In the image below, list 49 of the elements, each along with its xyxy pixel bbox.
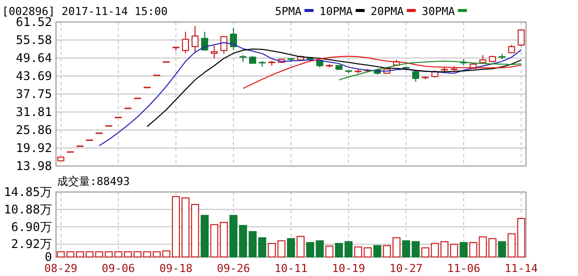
y-tick-label: 43.69 <box>16 69 52 84</box>
x-tick-label: 10-27 <box>390 262 423 275</box>
legend-label: 10PMA <box>320 5 353 18</box>
candlestick <box>201 31 208 52</box>
bar <box>200 214 209 258</box>
y-tick-label: 13.98 <box>16 159 52 173</box>
x-tick-label: 10-19 <box>332 262 366 275</box>
bar <box>498 241 506 258</box>
bar <box>373 245 382 258</box>
candlestick <box>192 26 199 54</box>
bar <box>325 246 334 258</box>
y-tick-label: 25.86 <box>16 123 52 138</box>
x-tick-label: 09-18 <box>159 262 192 275</box>
candlestick <box>182 31 189 54</box>
bar <box>296 236 305 258</box>
legend-label: 20PMA <box>370 5 404 18</box>
y-tick-label: 6.90万 <box>11 220 52 234</box>
x-tick-label: 08-29 <box>44 262 78 275</box>
x-tick-label: 11-06 <box>447 262 480 275</box>
candlestick <box>220 35 228 54</box>
bar <box>306 242 314 258</box>
y-tick-label: 0 <box>44 250 52 264</box>
candlestick <box>210 45 218 59</box>
x-tick-label: 11-14 <box>504 262 538 275</box>
x-tick-label: 10-11 <box>274 262 308 275</box>
legend-label: 30PMA <box>422 5 456 18</box>
chart-title: 成交量:88493 <box>57 175 130 188</box>
x-tick-label: 09-06 <box>102 262 135 275</box>
line-series <box>146 48 522 128</box>
line-series <box>242 56 522 89</box>
legend-label: 5PMA <box>275 5 302 18</box>
y-tick-label: 37.75 <box>16 87 52 101</box>
line-series <box>338 60 522 80</box>
y-tick-label: 19.92 <box>16 141 52 156</box>
y-tick-label: 61.52 <box>16 15 52 29</box>
candlestick <box>518 29 525 46</box>
y-tick-label: 49.64 <box>16 50 52 65</box>
candlestick <box>230 27 237 50</box>
x-tick-label: 09-26 <box>216 262 250 275</box>
bar <box>460 242 468 258</box>
bar <box>469 242 478 258</box>
y-tick-label: 10.88万 <box>4 202 52 216</box>
y-tick-label: 31.81 <box>16 104 52 119</box>
bar <box>316 240 324 258</box>
chart-title: [002896] 2017-11-14 15:00 <box>2 5 168 18</box>
y-tick-label: 55.58 <box>16 32 52 47</box>
y-tick-label: 2.92万 <box>11 237 52 252</box>
bar <box>287 238 295 258</box>
y-tick-label: 14.85万 <box>4 185 52 199</box>
